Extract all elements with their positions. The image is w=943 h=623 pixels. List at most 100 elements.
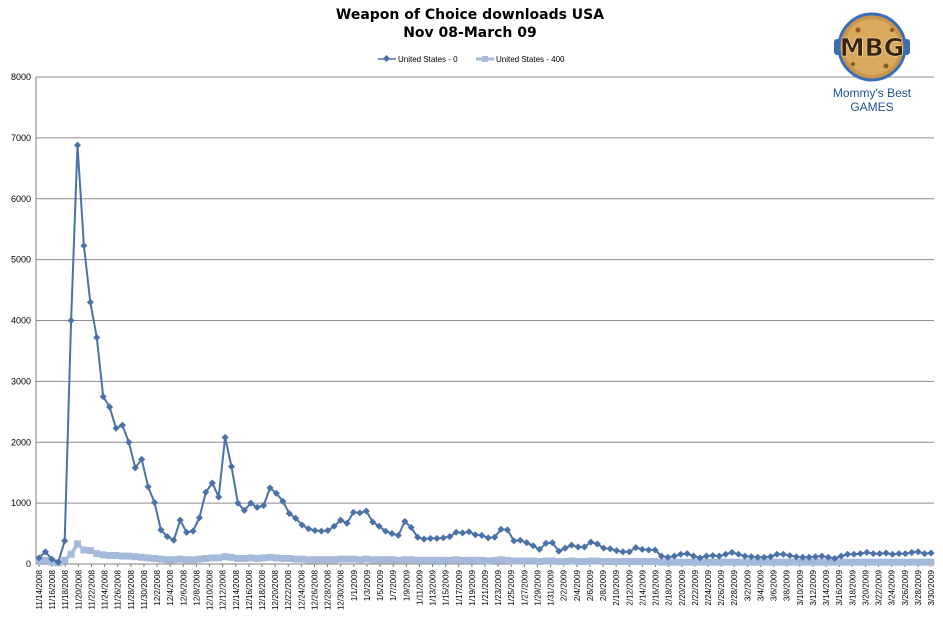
data-point: [394, 556, 402, 564]
data-point: [67, 550, 75, 558]
x-tick-label: 12/10/2008: [206, 569, 215, 610]
data-point: [202, 488, 210, 496]
x-tick-label: 1/9/2009: [402, 569, 411, 601]
data-point: [690, 552, 698, 560]
data-point: [754, 558, 762, 566]
data-point: [157, 555, 165, 563]
data-point: [221, 553, 229, 561]
data-point: [728, 558, 736, 566]
data-point: [613, 558, 621, 566]
x-tick-label: 2/20/2009: [678, 569, 687, 605]
x-tick-label: 3/14/2009: [822, 569, 831, 605]
data-point: [837, 558, 845, 566]
data-point: [831, 554, 839, 563]
data-point: [41, 548, 49, 556]
data-point: [799, 553, 807, 561]
series-line-1: [38, 144, 932, 564]
x-tick-label: 3/2/2009: [743, 569, 752, 601]
data-point: [651, 558, 659, 566]
data-point: [754, 553, 762, 561]
data-point: [722, 550, 730, 558]
data-point: [208, 554, 216, 562]
data-point: [93, 550, 101, 558]
data-point: [869, 558, 877, 566]
data-point: [375, 556, 383, 564]
data-point: [170, 536, 178, 544]
x-tick-label: 12/2/2008: [153, 569, 162, 605]
data-point: [638, 558, 646, 566]
x-tick-label: 2/12/2009: [625, 569, 634, 605]
data-point: [240, 555, 248, 563]
x-tick-label: 3/4/2009: [756, 569, 765, 601]
data-point: [138, 553, 146, 561]
data-point: [741, 558, 749, 566]
data-point: [388, 530, 396, 538]
data-point: [272, 489, 280, 497]
data-point: [792, 553, 800, 561]
x-tick-label: 11/14/2008: [35, 569, 44, 609]
data-point: [856, 558, 864, 566]
data-point: [574, 543, 582, 551]
data-point: [747, 558, 755, 566]
data-point: [401, 556, 409, 564]
data-point: [555, 558, 563, 566]
data-point: [876, 550, 884, 558]
data-point: [914, 548, 922, 556]
data-point: [189, 556, 197, 564]
x-tick-label: 3/28/2009: [914, 569, 923, 605]
data-point: [343, 555, 351, 563]
data-point: [702, 558, 710, 566]
data-point: [452, 556, 460, 564]
series-layer: [35, 141, 935, 567]
data-point: [510, 537, 518, 545]
data-point: [568, 557, 576, 565]
data-point: [41, 556, 49, 564]
data-point: [593, 540, 601, 548]
x-tick-label: 12/20/2008: [271, 569, 280, 610]
data-point: [80, 546, 88, 554]
logo-line-2: GAMES: [850, 100, 893, 114]
data-point: [362, 555, 370, 563]
x-tick-label: 11/26/2008: [114, 569, 123, 609]
data-point: [484, 534, 492, 542]
data-point: [921, 558, 929, 566]
data-point: [183, 556, 191, 564]
data-point: [888, 558, 896, 566]
data-point: [625, 558, 633, 566]
data-point: [709, 551, 717, 560]
data-point: [324, 556, 332, 564]
data-point: [433, 556, 441, 564]
data-point: [523, 557, 531, 565]
data-point: [369, 556, 377, 564]
data-point: [478, 531, 486, 539]
data-point: [285, 555, 293, 563]
data-point: [645, 546, 653, 554]
data-point: [330, 522, 338, 530]
data-point: [831, 558, 839, 566]
data-point: [240, 506, 248, 514]
data-point: [317, 556, 325, 564]
x-tick-label: 12/26/2008: [310, 569, 319, 610]
x-tick-label: 3/6/2009: [770, 569, 779, 601]
y-tick-label: 7000: [11, 133, 31, 143]
data-point: [131, 553, 139, 561]
data-point: [54, 558, 62, 566]
data-point: [426, 534, 434, 542]
data-point: [86, 547, 94, 555]
data-point: [632, 558, 640, 566]
data-point: [349, 555, 357, 563]
data-point: [503, 526, 511, 534]
x-tick-label: 2/26/2009: [717, 569, 726, 605]
data-point: [632, 544, 640, 552]
x-tick-label: 3/18/2009: [848, 569, 857, 605]
data-point: [587, 557, 595, 565]
data-point: [106, 403, 114, 411]
data-point: [420, 556, 428, 564]
data-point: [593, 557, 601, 565]
data-point: [407, 523, 415, 532]
data-point: [260, 502, 268, 510]
data-point: [619, 558, 627, 566]
x-tick-label: 3/20/2009: [861, 569, 870, 605]
data-point: [760, 553, 768, 561]
